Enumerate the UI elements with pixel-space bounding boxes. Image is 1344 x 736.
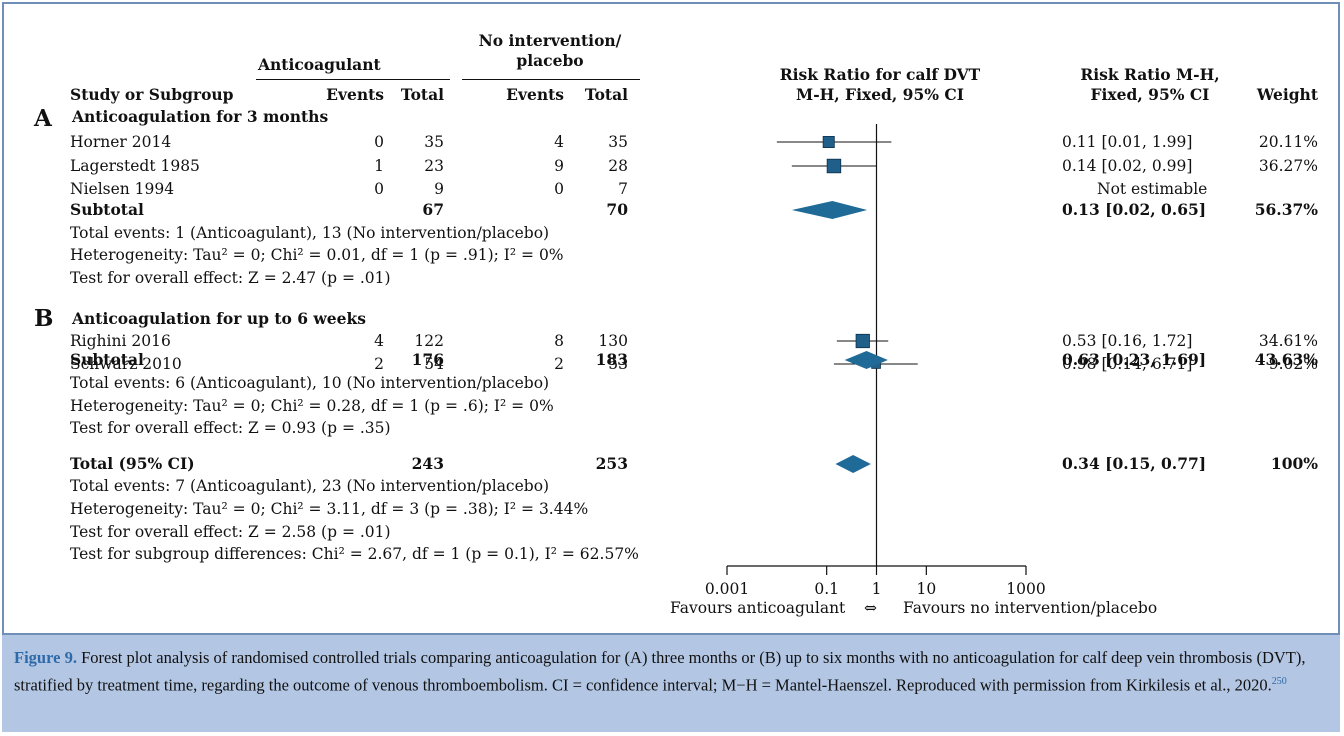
- subtotal-a-weight: 56.37%: [1254, 200, 1318, 219]
- total-b-cell: 130: [598, 332, 628, 350]
- subgroup-a-overall-effect: Test for overall effect: Z = 2.47 (p = .…: [70, 269, 391, 287]
- subtotal-a-label: Subtotal: [70, 200, 144, 219]
- events-a-cell: 4: [374, 332, 384, 350]
- total-a-cell: 35: [424, 133, 444, 151]
- total-ci: 0.34 [0.15, 0.77]: [1062, 454, 1207, 473]
- caption-band: [2, 633, 1340, 732]
- study-name: Lagerstedt 1985: [70, 157, 200, 175]
- pooled-diamond: [835, 455, 871, 473]
- events-a-cell: 0: [374, 180, 384, 198]
- study-marker: [826, 158, 842, 174]
- subtotal-b-weight: 43.63%: [1254, 350, 1318, 369]
- study-name: Horner 2014: [70, 133, 172, 151]
- subgroup-b-total-events: Total events: 6 (Anticoagulant), 10 (No …: [70, 374, 550, 392]
- study-name: Righini 2016: [70, 332, 171, 350]
- total-a-cell: 54: [424, 355, 444, 373]
- x-tick-label: 10: [916, 580, 936, 598]
- total-events: Total events: 7 (Anticoagulant), 23 (No …: [70, 477, 550, 495]
- favours-left-label: Favours anticoagulant: [670, 599, 846, 617]
- total-a-cell: 122: [414, 332, 444, 350]
- subtotal-b-total-a: 176: [411, 350, 444, 369]
- caption-text: Forest plot analysis of randomised contr…: [14, 648, 1306, 695]
- events-b-cell: 8: [554, 332, 564, 350]
- plot-header-line2: M-H, Fixed, 95% CI: [796, 85, 964, 104]
- group-a-header: Anticoagulant: [258, 55, 381, 74]
- subgroup-b-title: Anticoagulation for up to 6 weeks: [72, 309, 366, 328]
- figure-caption: Figure 9. Forest plot analysis of random…: [14, 646, 1332, 698]
- subgroup-b-heterogeneity: Heterogeneity: Tau² = 0; Chi² = 0.28, df…: [70, 397, 554, 415]
- events-a-cell: 2: [374, 355, 384, 373]
- total-heterogeneity: Heterogeneity: Tau² = 0; Chi² = 3.11, df…: [70, 500, 589, 518]
- study-weight: 34.61%: [1258, 332, 1318, 350]
- rr-header-line1: Risk Ratio M-H,: [1080, 65, 1220, 84]
- caption-reference: 250: [1271, 676, 1287, 687]
- events-a-header: Events: [326, 85, 384, 104]
- events-b-header: Events: [506, 85, 564, 104]
- x-tick-label: 0.001: [705, 580, 749, 598]
- events-a-cell: 0: [374, 133, 384, 151]
- subgroup-a-letter: A: [34, 105, 52, 132]
- group-b-underline: [462, 79, 640, 80]
- favours-right-label: Favours no intervention/placebo: [903, 599, 1158, 617]
- events-a-cell: 1: [374, 157, 384, 175]
- rr-header-line2: Fixed, 95% CI: [1090, 85, 1210, 104]
- total-a-cell: 23: [424, 157, 444, 175]
- subgroup-differences: Test for subgroup differences: Chi² = 2.…: [70, 545, 639, 563]
- subgroup-b-overall-effect: Test for overall effect: Z = 0.93 (p = .…: [70, 419, 391, 437]
- subtotal-b-ci: 0.63 [0.23, 1.69]: [1062, 350, 1207, 369]
- study-column-header: Study or Subgroup: [70, 85, 234, 104]
- subgroup-b-letter: B: [34, 305, 54, 332]
- subtotal-a-total-b: 70: [606, 200, 628, 219]
- total-b-cell: 28: [608, 157, 628, 175]
- subgroup-a-total-events: Total events: 1 (Anticoagulant), 13 (No …: [70, 224, 550, 242]
- study-weight: 9.02%: [1268, 355, 1318, 373]
- total-b-cell: 7: [618, 180, 628, 198]
- events-b-cell: 4: [554, 133, 564, 151]
- group-b-header-line1: No intervention/: [478, 31, 622, 50]
- total-overall-effect: Test for overall effect: Z = 2.58 (p = .…: [70, 523, 391, 541]
- x-tick-label: 1: [872, 580, 882, 598]
- study-ci-text: 0.14 [0.02, 0.99]: [1062, 157, 1193, 175]
- study-weight: 36.27%: [1258, 157, 1318, 175]
- study-name: Schwarz 2010: [70, 355, 182, 373]
- events-b-cell: 0: [554, 180, 564, 198]
- study-name: Nielsen 1994: [70, 180, 175, 198]
- x-tick-label: 0.1: [814, 580, 839, 598]
- events-b-cell: 2: [554, 355, 564, 373]
- subtotal-a-total-a: 67: [422, 200, 444, 219]
- figure-label: Figure 9.: [14, 648, 77, 667]
- favours-arrow: ⇔: [864, 599, 877, 617]
- subtotal-a-ci: 0.13 [0.02, 0.65]: [1062, 200, 1207, 219]
- pooled-diamond: [791, 201, 868, 219]
- events-b-cell: 9: [554, 157, 564, 175]
- study-ci-text: 0.98 [0.14, 6.71]: [1062, 355, 1193, 373]
- total-label: Total (95% CI): [70, 454, 195, 473]
- study-ci-text: 0.53 [0.16, 1.72]: [1062, 332, 1193, 350]
- total-a-header: Total: [400, 85, 444, 104]
- pooled-diamond: [844, 351, 888, 369]
- total-a-cell: 9: [434, 180, 444, 198]
- total-b-cell: 35: [608, 133, 628, 151]
- subgroup-a-title: Anticoagulation for 3 months: [72, 107, 329, 126]
- total-total-b: 253: [595, 454, 628, 473]
- study-marker: [855, 333, 870, 349]
- subgroup-a-heterogeneity: Heterogeneity: Tau² = 0; Chi² = 0.01, df…: [70, 246, 564, 264]
- weight-header: Weight: [1256, 85, 1318, 104]
- subtotal-b-total-b: 183: [595, 350, 628, 369]
- not-estimable-label: Not estimable: [1097, 180, 1208, 198]
- group-b-header-line2: placebo: [516, 51, 584, 70]
- study-weight: 20.11%: [1258, 133, 1318, 151]
- plot-header-line1: Risk Ratio for calf DVT: [779, 65, 981, 84]
- total-b-cell: 53: [608, 355, 628, 373]
- total-total-a: 243: [411, 454, 444, 473]
- study-marker: [822, 136, 835, 148]
- group-a-underline: [256, 79, 450, 80]
- total-weight: 100%: [1270, 454, 1318, 473]
- subtotal-b-label: Subtotal: [70, 350, 144, 369]
- study-ci-text: 0.11 [0.01, 1.99]: [1062, 133, 1193, 151]
- total-b-header: Total: [584, 85, 628, 104]
- x-tick-label: 1000: [1006, 580, 1045, 598]
